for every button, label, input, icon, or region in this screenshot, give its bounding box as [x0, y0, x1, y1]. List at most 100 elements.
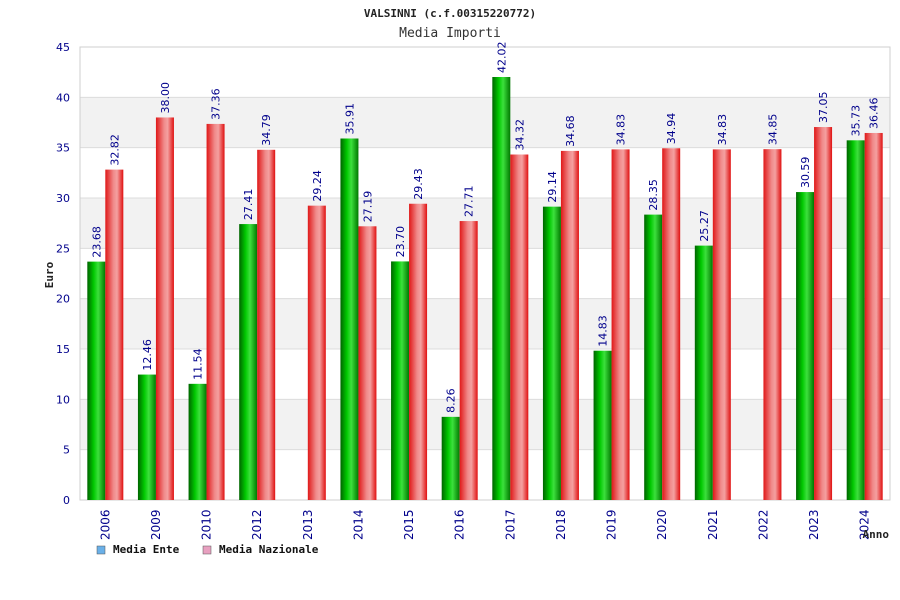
bar-media-nazionale-2022 [763, 149, 782, 500]
bar-media-ente-2006 [87, 261, 106, 500]
data-label: 23.70 [394, 226, 407, 258]
x-tick-label: 2009 [149, 509, 163, 540]
grid-band [80, 47, 890, 98]
bar-media-ente-2012 [239, 224, 258, 500]
y-tick-label: 25 [56, 242, 70, 255]
bar-media-ente-2024 [846, 140, 865, 500]
y-tick-label: 40 [56, 91, 70, 104]
legend-swatch-media-nazionale [202, 545, 212, 555]
x-tick-label: 2018 [554, 509, 568, 540]
data-label: 34.94 [665, 113, 678, 145]
bar-media-nazionale-2016 [459, 221, 478, 500]
data-label: 27.71 [463, 186, 476, 218]
data-label: 34.83 [716, 114, 729, 146]
y-tick-label: 10 [56, 393, 70, 406]
bar-media-nazionale-2018 [560, 150, 579, 500]
bar-media-nazionale-2024 [864, 132, 883, 500]
x-tick-label: 2019 [605, 509, 619, 540]
data-label: 35.91 [343, 103, 356, 135]
chart-title: VALSINNI (c.f.00315220772) [364, 7, 536, 20]
legend-swatch-media-ente [96, 545, 106, 555]
bar-media-ente-2015 [391, 261, 410, 500]
bar-media-nazionale-2017 [510, 154, 529, 500]
bar-media-ente-2018 [542, 206, 561, 500]
y-tick-label: 45 [56, 41, 70, 54]
chart-subtitle: Media Importi [399, 26, 501, 41]
y-tick-label: 35 [56, 142, 70, 155]
bar-media-ente-2019 [593, 350, 612, 500]
bar-media-ente-2021 [694, 245, 713, 500]
bar-media-ente-2009 [137, 374, 156, 500]
data-label: 29.24 [311, 170, 324, 202]
bar-media-nazionale-2014 [358, 226, 377, 500]
legend-label-media-nazionale: Media Nazionale [219, 543, 319, 556]
plot-frame [79, 46, 891, 501]
x-tick-label: 2006 [98, 509, 112, 540]
data-label: 14.83 [597, 315, 610, 347]
bar-media-nazionale-2012 [257, 149, 276, 500]
bar-media-nazionale-2010 [206, 123, 225, 500]
data-label: 8.26 [445, 388, 458, 413]
x-tick-label: 2016 [453, 509, 467, 540]
bar-media-nazionale-2021 [712, 149, 731, 501]
y-tick-label: 5 [63, 444, 70, 457]
x-tick-label: 2023 [807, 509, 821, 540]
y-tick-label: 0 [63, 494, 70, 507]
legend: Media Ente Media Nazionale [96, 543, 319, 556]
data-label: 27.19 [361, 191, 374, 223]
bars [87, 76, 883, 501]
data-label: 29.14 [546, 171, 559, 203]
bar-media-ente-2014 [340, 138, 359, 501]
x-axis-ticks: 2006 2009 2010 2012 2013 2014 2015 2016 2017 2018… [98, 509, 871, 540]
y-tick-label: 30 [56, 192, 70, 205]
bar-media-nazionale-2009 [155, 117, 174, 500]
y-tick-label: 20 [56, 293, 70, 306]
y-axis-label: Euro [43, 261, 56, 288]
data-label: 27.41 [242, 189, 255, 221]
bar-media-nazionale-2015 [409, 203, 428, 500]
bar-media-ente-2017 [492, 76, 511, 501]
data-label: 34.68 [564, 115, 577, 147]
x-tick-label: 2017 [503, 509, 517, 540]
bar-media-ente-2010 [188, 383, 207, 500]
x-tick-label: 2014 [351, 509, 365, 540]
bar-media-nazionale-2019 [611, 149, 630, 501]
data-label: 25.27 [698, 210, 711, 242]
data-label: 11.54 [192, 348, 205, 380]
bar-media-nazionale-2020 [662, 148, 681, 500]
data-label: 38.00 [159, 82, 172, 114]
x-tick-label: 2013 [301, 509, 315, 540]
legend-label-media-ente: Media Ente [113, 543, 180, 556]
x-tick-label: 2021 [706, 509, 720, 540]
data-label: 29.43 [412, 168, 425, 200]
data-label: 32.82 [108, 134, 121, 166]
bar-media-nazionale-2013 [307, 205, 326, 500]
data-label: 37.05 [817, 92, 830, 124]
y-tick-label: 15 [56, 343, 70, 356]
data-label: 28.35 [647, 179, 660, 211]
bar-media-nazionale-2023 [814, 127, 833, 500]
data-label: 34.83 [615, 114, 628, 146]
x-tick-label: 2012 [250, 509, 264, 540]
data-label: 35.73 [850, 105, 863, 137]
data-labels: 23.68 32.82 12.46 38.00 11.54 37.36 27.41 34.79… [90, 41, 880, 412]
bar-media-ente-2020 [644, 214, 663, 501]
data-label: 37.36 [210, 88, 223, 120]
data-label: 36.46 [868, 97, 881, 129]
bar-media-ente-2023 [796, 192, 815, 500]
x-tick-label: 2015 [402, 509, 416, 540]
bar-media-ente-2016 [441, 416, 460, 500]
bar-media-nazionale-2006 [105, 169, 124, 500]
data-label: 23.68 [90, 226, 103, 258]
x-tick-label: 2010 [200, 509, 214, 540]
x-tick-label: 2024 [858, 509, 872, 540]
data-label: 12.46 [141, 339, 154, 371]
x-axis-label: Anno [863, 528, 890, 541]
data-label: 34.79 [260, 114, 273, 146]
x-tick-label: 2020 [655, 509, 669, 540]
data-label: 34.85 [766, 114, 779, 146]
data-label: 30.59 [799, 157, 812, 189]
data-label: 42.02 [495, 41, 508, 73]
y-axis-ticks: 0 5 10 15 20 25 30 35 40 45 [56, 41, 70, 507]
